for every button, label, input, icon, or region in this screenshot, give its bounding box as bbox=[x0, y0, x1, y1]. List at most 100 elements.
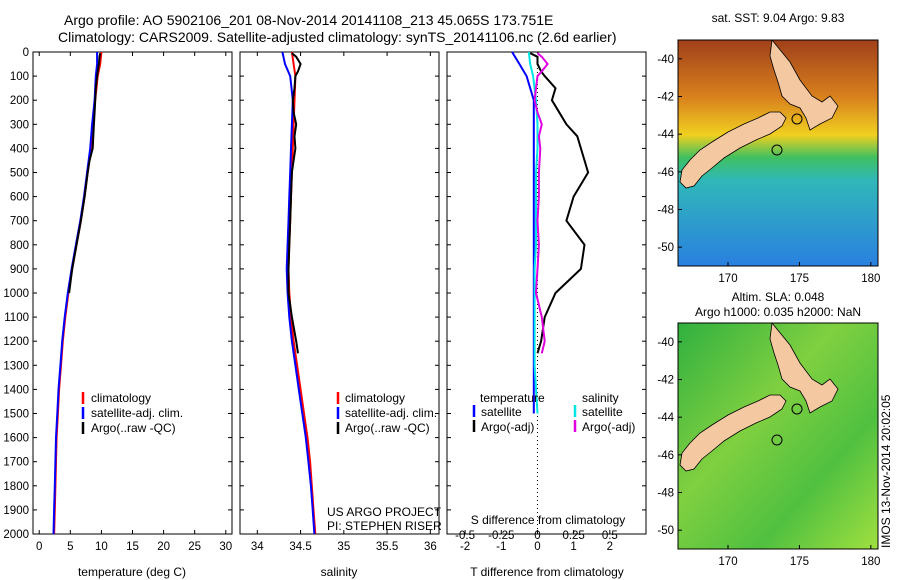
x2-tick-label: 0.25 bbox=[562, 530, 584, 542]
x-tick-label: 30 bbox=[219, 541, 232, 553]
series-argo-raw-qc-line bbox=[68, 53, 102, 294]
map-y-tick-label: -40 bbox=[657, 54, 674, 66]
y-tick-label: 1800 bbox=[3, 481, 29, 493]
y-tick-label: 1100 bbox=[4, 312, 29, 324]
x-tick-label: 1 bbox=[570, 541, 576, 553]
figure-title-line1: Argo profile: AO 5902106_201 08-Nov-2014… bbox=[64, 12, 554, 28]
difference-xlabel: T difference from climatology bbox=[470, 565, 624, 579]
legend-label-climatology: climatology bbox=[91, 391, 151, 405]
legend-label-argo: Argo(..raw -QC) bbox=[91, 421, 176, 435]
y-tick-label: 100 bbox=[10, 71, 29, 83]
legend-label-argo: Argo(..raw -QC) bbox=[345, 421, 430, 435]
map-x-tick-label: 175 bbox=[790, 273, 809, 285]
difference-legend: temperature salinity satellite Argo(-adj… bbox=[472, 391, 635, 434]
x-tick-label: 20 bbox=[157, 541, 170, 553]
pi-label: PI: STEPHEN RISER bbox=[327, 519, 442, 533]
legend-label-t-satellite: satellite bbox=[481, 405, 522, 419]
difference-x2label: S difference from climatology bbox=[471, 513, 626, 527]
x-tick-label: -2 bbox=[460, 541, 470, 553]
legend-label-s-satellite: satellite bbox=[582, 405, 623, 419]
argo-position-marker bbox=[771, 434, 783, 446]
map-y-tick-label: -48 bbox=[657, 488, 674, 500]
map-sla bbox=[678, 323, 878, 549]
land-south-island bbox=[679, 394, 787, 472]
land-south-island bbox=[679, 111, 787, 189]
x-tick-label: 10 bbox=[95, 541, 108, 553]
map-y-tick-label: -40 bbox=[657, 337, 674, 349]
map-sla-frame bbox=[677, 322, 879, 550]
legend-label-s-argo: Argo(-adj) bbox=[582, 420, 635, 434]
timestamp-label: IMOS 13-Nov-2014 20:02:05 bbox=[879, 394, 893, 548]
y-tick-label: 1400 bbox=[3, 384, 29, 396]
y-tick-label: 1000 bbox=[3, 288, 29, 300]
x-tick-label: 15 bbox=[126, 541, 139, 553]
x-tick-label: 25 bbox=[188, 541, 201, 553]
y-tick-label: 200 bbox=[10, 95, 29, 107]
y-tick-label: 700 bbox=[10, 216, 29, 228]
x-tick-label: -1 bbox=[496, 541, 506, 553]
y-tick-label: 300 bbox=[10, 119, 29, 131]
series-t-argo-line bbox=[529, 52, 590, 354]
salinity-legend: climatology satellite-adj. clim. Argo(..… bbox=[336, 391, 437, 435]
x-tick-label: 35.5 bbox=[376, 541, 398, 553]
argo-position-marker bbox=[771, 144, 783, 156]
x2-tick-label: -0.25 bbox=[488, 530, 514, 542]
difference-panel bbox=[446, 51, 647, 535]
map-x-tick-label: 180 bbox=[861, 273, 880, 285]
eddy-marker bbox=[791, 403, 803, 415]
y-tick-label: 1200 bbox=[3, 336, 29, 348]
y-tick-label: 800 bbox=[10, 240, 29, 252]
y-tick-label: 1900 bbox=[3, 505, 29, 517]
salinity-panel bbox=[239, 51, 440, 535]
x2-tick-label: 0.5 bbox=[602, 530, 618, 542]
map-y-tick-label: -50 bbox=[657, 242, 674, 254]
legend-header-temperature: temperature bbox=[480, 391, 545, 405]
x-tick-label: 34 bbox=[251, 541, 264, 553]
series-satellite-adj-clim-line bbox=[281, 51, 316, 535]
eddy-marker bbox=[791, 113, 803, 125]
map-sst-title: sat. SST: 9.04 Argo: 9.83 bbox=[712, 11, 845, 25]
series-s-argo-line bbox=[533, 52, 549, 354]
x-tick-label: 35 bbox=[337, 541, 350, 553]
y-tick-label: 0 bbox=[23, 47, 29, 59]
legend-label-satellite: satellite-adj. clim. bbox=[345, 406, 437, 420]
land-north-island bbox=[769, 323, 839, 414]
figure-title-line2: Climatology: CARS2009. Satellite-adjuste… bbox=[58, 29, 617, 45]
x2-tick-label: 0 bbox=[534, 530, 540, 542]
y-tick-label: 1500 bbox=[3, 409, 29, 421]
temperature-xlabel: temperature (deg C) bbox=[78, 565, 186, 579]
y-tick-label: 1700 bbox=[3, 457, 29, 469]
y-tick-label: 500 bbox=[10, 168, 29, 180]
map-y-tick-label: -42 bbox=[657, 375, 674, 387]
map-sst bbox=[678, 40, 878, 266]
map-x-tick-label: 175 bbox=[790, 556, 809, 568]
map-y-tick-label: -48 bbox=[657, 205, 674, 217]
map-y-tick-label: -42 bbox=[657, 92, 674, 104]
y-tick-label: 400 bbox=[10, 143, 29, 155]
map-y-tick-label: -44 bbox=[657, 129, 674, 141]
legend-label-t-argo: Argo(-adj) bbox=[481, 420, 534, 434]
series-argo-raw-qc-line bbox=[287, 52, 302, 354]
legend-header-salinity: salinity bbox=[582, 391, 619, 405]
y-tick-label: 1600 bbox=[3, 433, 29, 445]
map-y-tick-label: -50 bbox=[657, 525, 674, 537]
map-y-tick-label: -44 bbox=[657, 412, 674, 424]
y-tick-label: 2000 bbox=[3, 529, 29, 541]
x-tick-label: 36 bbox=[424, 541, 437, 553]
project-label: US ARGO PROJECT bbox=[327, 505, 442, 519]
x-tick-label: 5 bbox=[67, 541, 73, 553]
x-tick-label: 2 bbox=[607, 541, 613, 553]
y-tick-label: 1300 bbox=[3, 360, 29, 372]
legend-label-satellite: satellite-adj. clim. bbox=[91, 406, 183, 420]
land-north-island bbox=[769, 40, 839, 131]
x2-tick-label: -0.5 bbox=[455, 530, 475, 542]
map-sla-subtitle: Argo h1000: 0.035 h2000: NaN bbox=[695, 305, 861, 319]
temperature-panel bbox=[32, 51, 233, 535]
map-sst-frame bbox=[677, 39, 879, 267]
x-tick-label: 0 bbox=[36, 541, 42, 553]
x-tick-label: 0 bbox=[534, 541, 540, 553]
map-sla-title: Altim. SLA: 0.048 bbox=[732, 290, 825, 304]
map-y-tick-label: -46 bbox=[657, 450, 674, 462]
temperature-legend: climatology satellite-adj. clim. Argo(..… bbox=[81, 391, 183, 435]
